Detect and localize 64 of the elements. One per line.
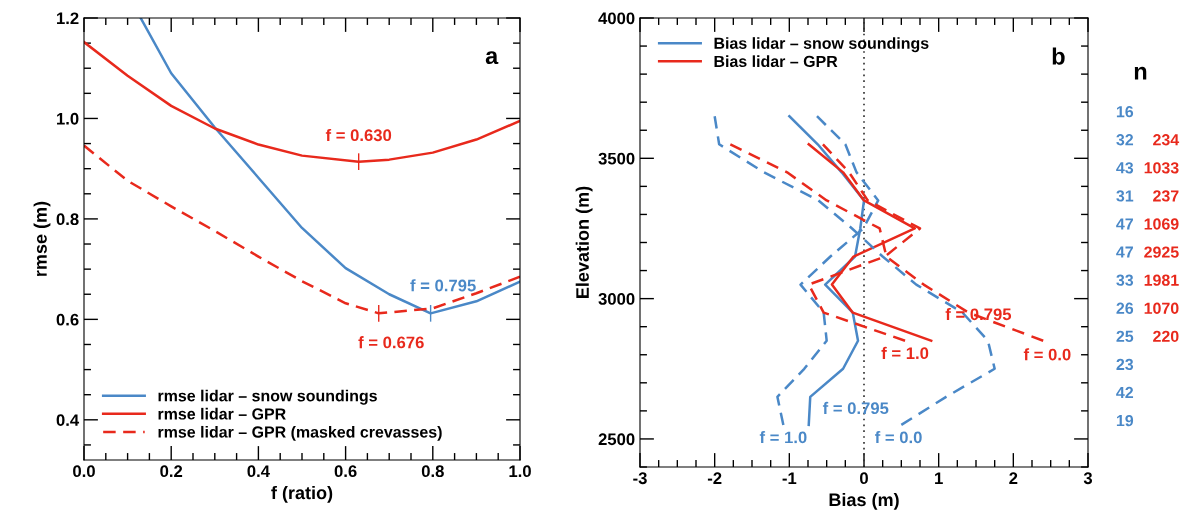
x-tick-label: 2 bbox=[1009, 472, 1018, 484]
annotation: f = 0.795 bbox=[822, 401, 889, 415]
legend-label: Bias lidar – snow soundings bbox=[714, 37, 929, 53]
line-series bbox=[729, 143, 1045, 342]
annotation: f = 0.0 bbox=[874, 431, 922, 444]
legend-label: rmse lidar – GPR bbox=[158, 407, 286, 420]
data-label: 26 bbox=[1116, 302, 1134, 314]
x-tick-label: 1.0 bbox=[509, 465, 531, 478]
data-label: 1981 bbox=[1144, 274, 1179, 286]
data-label: 47 bbox=[1116, 218, 1133, 230]
y-tick-label: 1.2 bbox=[57, 12, 79, 25]
data-label: 43 bbox=[1116, 162, 1134, 174]
data-label: 220 bbox=[1153, 330, 1179, 342]
x-tick-label: -2 bbox=[707, 472, 722, 484]
x-tick-label: 0.2 bbox=[160, 465, 183, 478]
legend-label: Bias lidar – GPR bbox=[714, 55, 838, 68]
x-tick-label: 3 bbox=[1083, 472, 1093, 485]
x-tick-label: 0.0 bbox=[73, 465, 95, 478]
annotation: a bbox=[485, 51, 499, 65]
x-axis-title: f (ratio) bbox=[271, 485, 333, 503]
data-label: 47 bbox=[1116, 246, 1133, 258]
x-axis-title: Bias (m) bbox=[829, 492, 899, 510]
y-tick-label: 0.4 bbox=[56, 414, 80, 427]
data-label: 33 bbox=[1116, 274, 1134, 286]
y-tick-label: 4000 bbox=[598, 12, 635, 25]
x-tick-label: 0 bbox=[860, 472, 868, 485]
y-tick-label: 0.6 bbox=[56, 313, 79, 326]
data-label: 2925 bbox=[1144, 246, 1179, 258]
x-tick-label: 0.6 bbox=[334, 465, 357, 478]
x-tick-label: -1 bbox=[782, 472, 797, 484]
data-label: 16 bbox=[1116, 106, 1134, 118]
y-tick-label: 3500 bbox=[598, 152, 635, 165]
data-label: 1033 bbox=[1144, 162, 1179, 174]
annotation: f = 0.795 bbox=[945, 307, 1012, 321]
x-tick-label: 0.4 bbox=[247, 465, 270, 478]
data-label: 31 bbox=[1116, 190, 1134, 202]
annotation: f = 1.0 bbox=[759, 431, 807, 444]
data-label: 23 bbox=[1116, 358, 1134, 371]
data-label: 1069 bbox=[1144, 218, 1179, 230]
chart-title: n bbox=[1134, 66, 1147, 80]
data-label: 234 bbox=[1153, 134, 1180, 146]
y-axis-title: Elevation (m) bbox=[575, 186, 593, 298]
y-tick-label: 0.8 bbox=[56, 213, 79, 226]
x-tick-label: 0.8 bbox=[421, 465, 444, 478]
y-tick-label: 3000 bbox=[598, 293, 635, 305]
data-label: 42 bbox=[1116, 386, 1134, 399]
annotation: f = 1.0 bbox=[881, 346, 929, 360]
annotation: f = 0.630 bbox=[325, 128, 392, 142]
data-label: 1070 bbox=[1144, 302, 1179, 314]
legend-label: rmse lidar – snow soundings bbox=[158, 389, 377, 405]
data-label: 25 bbox=[1116, 330, 1134, 342]
y-tick-label: 1.0 bbox=[57, 112, 79, 125]
annotation: f = 0.676 bbox=[358, 336, 424, 349]
annotation: b bbox=[1052, 47, 1065, 65]
x-tick-label: -3 bbox=[633, 472, 647, 485]
legend-label: rmse lidar – GPR (masked crevasses) bbox=[158, 425, 442, 441]
data-label: 237 bbox=[1153, 190, 1179, 202]
y-axis-title: rmse (m) bbox=[33, 201, 51, 276]
annotation: f = 0.0 bbox=[1023, 348, 1071, 361]
x-tick-label: 1 bbox=[935, 472, 943, 484]
annotation: f = 0.795 bbox=[410, 279, 476, 292]
data-label: 32 bbox=[1116, 134, 1134, 146]
data-label: 19 bbox=[1116, 414, 1134, 427]
y-tick-label: 2500 bbox=[598, 433, 635, 446]
